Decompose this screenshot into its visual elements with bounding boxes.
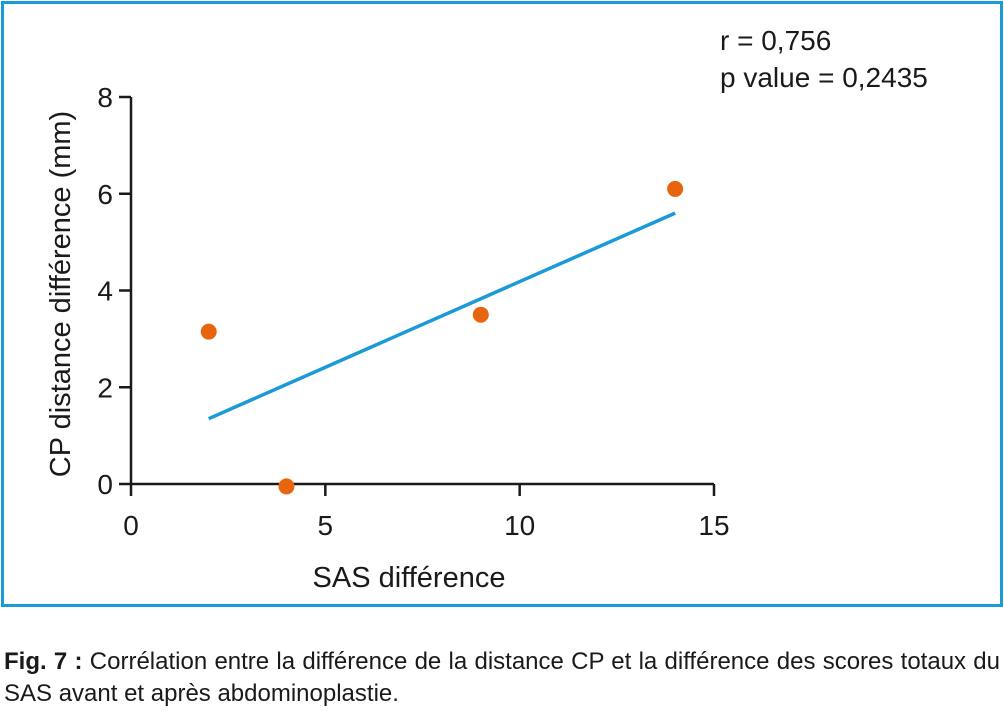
trendline-layer: [208, 211, 676, 421]
data-point: [472, 306, 489, 323]
p-value: p value = 0,2435: [720, 62, 928, 93]
y-tick-label: 8: [97, 82, 113, 113]
data-point: [278, 478, 295, 495]
y-tick-label: 0: [97, 469, 113, 500]
x-tick-label: 10: [504, 510, 535, 541]
data-point: [667, 180, 684, 197]
chart-axes: [129, 97, 714, 486]
data-point: [200, 323, 217, 340]
y-tick-label: 4: [97, 276, 113, 307]
correlation-coefficient: r = 0,756: [720, 25, 832, 56]
trendline: [208, 211, 676, 421]
stats-annotation: r = 0,756 p value = 0,2435: [720, 22, 928, 96]
figure-caption: Fig. 7 : Corrélation entre la différence…: [4, 646, 1000, 710]
caption-lead: Fig. 7 :: [4, 648, 83, 675]
points-layer: [200, 180, 684, 495]
x-tick-label: 15: [698, 510, 729, 541]
caption-text: Corrélation entre la différence de la di…: [4, 648, 1000, 707]
chart-ticks: 0 5 10 15 0 2 4 6 8: [97, 82, 729, 541]
figure-frame: 0 5 10 15 0 2 4 6 8 SAS différence CP distance d…: [1, 1, 1003, 607]
x-tick-label: 0: [123, 510, 139, 541]
x-tick-label: 5: [318, 510, 334, 541]
y-axis-label: CP distance différence (mm): [45, 111, 77, 477]
x-axis-label: SAS différence: [313, 562, 506, 594]
scatter-chart: 0 5 10 15 0 2 4 6 8 SAS différence CP distance d…: [45, 82, 730, 594]
y-tick-label: 2: [97, 372, 113, 403]
y-tick-label: 6: [97, 179, 113, 210]
